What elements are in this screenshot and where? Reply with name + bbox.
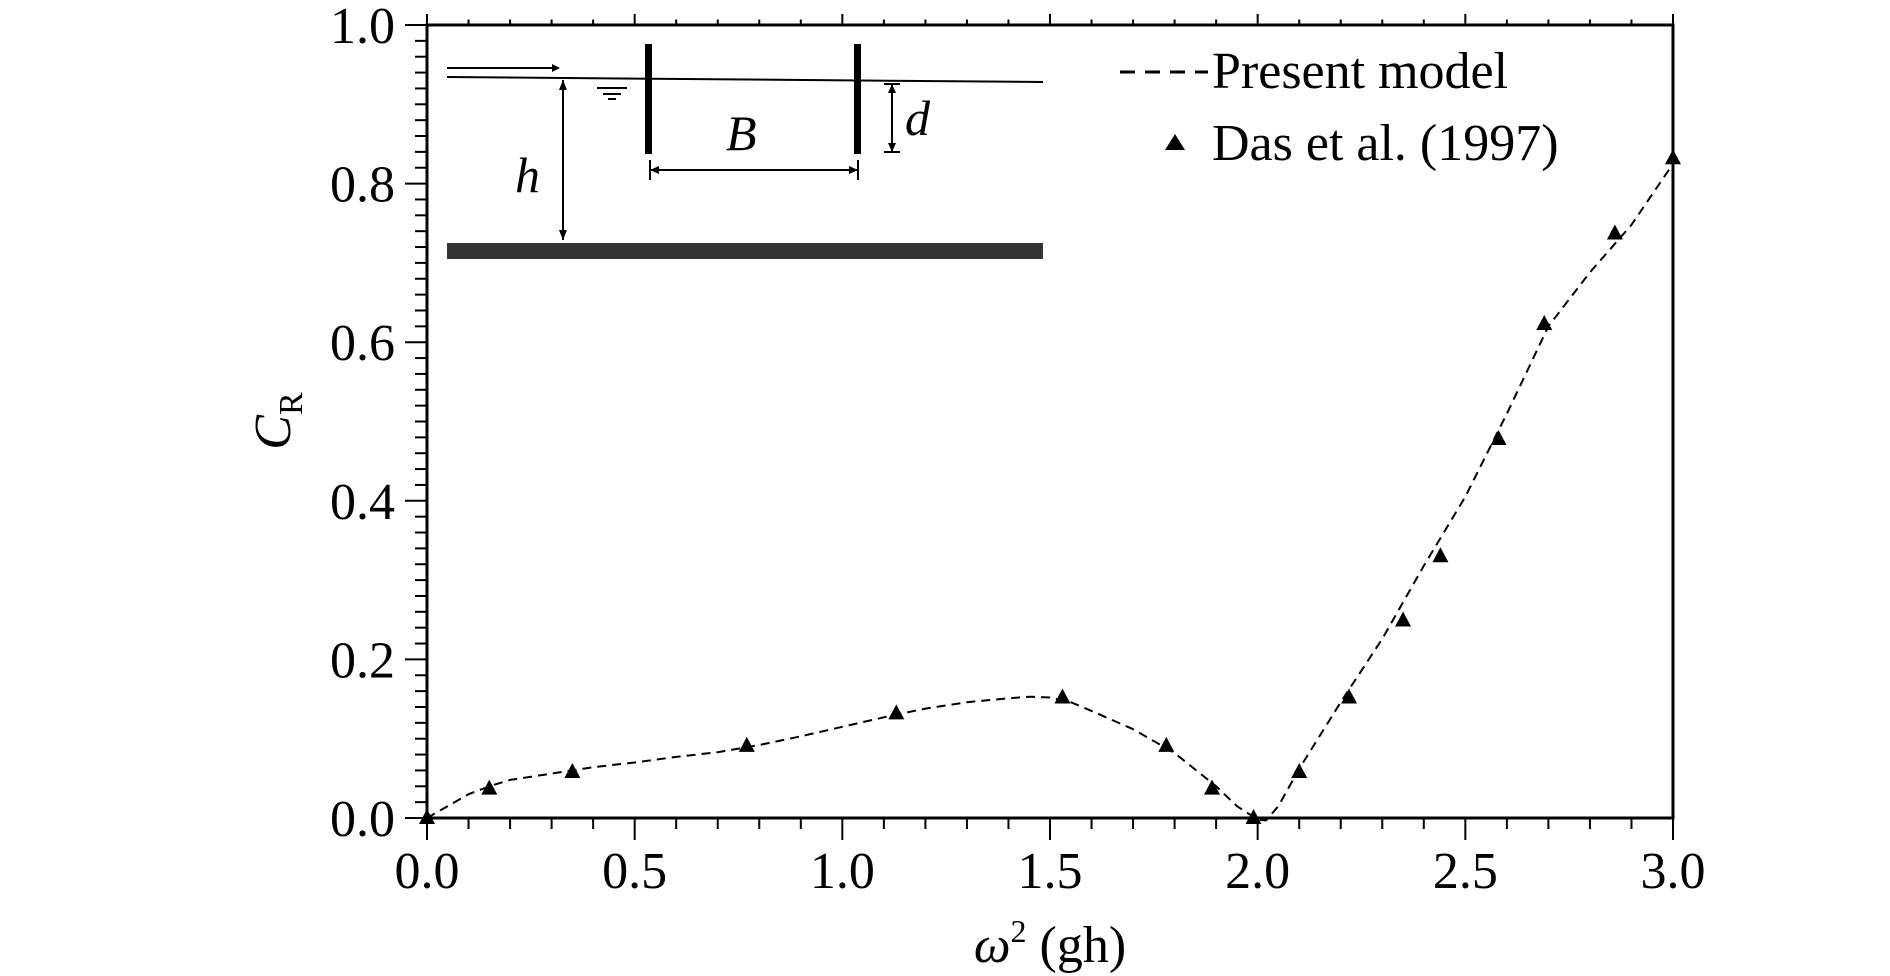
inset-d-arrow-bottom xyxy=(888,143,896,152)
inset-label-d: d xyxy=(905,90,931,146)
inset-b-arrow-left xyxy=(650,166,659,174)
y-tick-label: 0.6 xyxy=(330,315,395,372)
x-tick-label: 2.5 xyxy=(1433,843,1498,900)
das-1997-data-point xyxy=(738,736,755,752)
das-1997-data-point xyxy=(564,763,581,779)
das-1997-data-point xyxy=(1432,547,1449,563)
das-1997-data-point xyxy=(1158,736,1175,752)
das-1997-data-point xyxy=(419,809,435,824)
x-tick-label: 1.5 xyxy=(1018,843,1083,900)
y-tick-label: 0.4 xyxy=(330,474,395,531)
inset-d-arrow-top xyxy=(888,84,896,93)
y-axis-tick-labels: 0.0 0.2 0.4 0.6 0.8 1.0 xyxy=(330,0,395,848)
y-tick-label: 1.0 xyxy=(330,0,395,55)
inset-barrier-left xyxy=(645,44,652,154)
inset-wave-arrowhead xyxy=(552,64,560,72)
das-1997-data-point xyxy=(1395,611,1412,627)
das-1997-data-point xyxy=(1341,688,1358,704)
legend-label-das-1997: Das et al. (1997) xyxy=(1212,115,1559,172)
x-tick-label: 3.0 xyxy=(1641,843,1706,900)
present-model-line xyxy=(426,163,1674,822)
das-1997-data-point xyxy=(1245,809,1262,824)
x-tick-label: 2.0 xyxy=(1225,843,1290,900)
y-tick-label: 0.2 xyxy=(330,632,395,689)
das-1997-data-point xyxy=(888,704,905,720)
das-1997-data-point xyxy=(1536,314,1553,330)
das-1997-data-point xyxy=(1054,688,1071,704)
y-tick-label: 0.0 xyxy=(330,791,395,848)
y-axis-ticks xyxy=(405,24,427,819)
das-1997-data-point xyxy=(1490,429,1507,445)
x-axis-tick-labels: 0.0 0.5 1.0 1.5 2.0 2.5 3.0 xyxy=(395,843,1706,900)
das-1997-data-point xyxy=(1203,779,1220,795)
das-1997-markers xyxy=(419,149,1681,824)
legend: Present model Das et al. (1997) xyxy=(1120,43,1559,172)
inset-water-surface xyxy=(446,76,1044,83)
inset-label-h: h xyxy=(515,147,540,203)
x-axis-ticks xyxy=(426,14,1674,840)
inset-b-arrow-right xyxy=(849,166,858,174)
inset-seabed xyxy=(447,243,1043,259)
das-1997-data-point xyxy=(1606,224,1623,240)
legend-label-present-model: Present model xyxy=(1212,43,1508,100)
x-tick-label: 0.5 xyxy=(602,843,667,900)
inset-barrier-right xyxy=(854,44,861,154)
legend-marker-triangle xyxy=(1165,134,1185,150)
inset-h-arrow-bottom xyxy=(559,230,567,240)
y-tick-label: 0.8 xyxy=(330,157,395,214)
y-axis-title: CR xyxy=(245,392,310,450)
inset-h-arrow-top xyxy=(559,80,567,90)
x-tick-label: 0.0 xyxy=(395,843,460,900)
das-1997-data-point xyxy=(1291,763,1308,779)
x-axis-title: ω2 (gh) xyxy=(974,913,1126,974)
das-1997-data-point xyxy=(481,779,498,795)
x-tick-label: 1.0 xyxy=(810,843,875,900)
inset-label-b: B xyxy=(726,105,757,161)
das-1997-data-point xyxy=(1665,149,1681,165)
inset-schematic: B d h xyxy=(446,44,1044,259)
